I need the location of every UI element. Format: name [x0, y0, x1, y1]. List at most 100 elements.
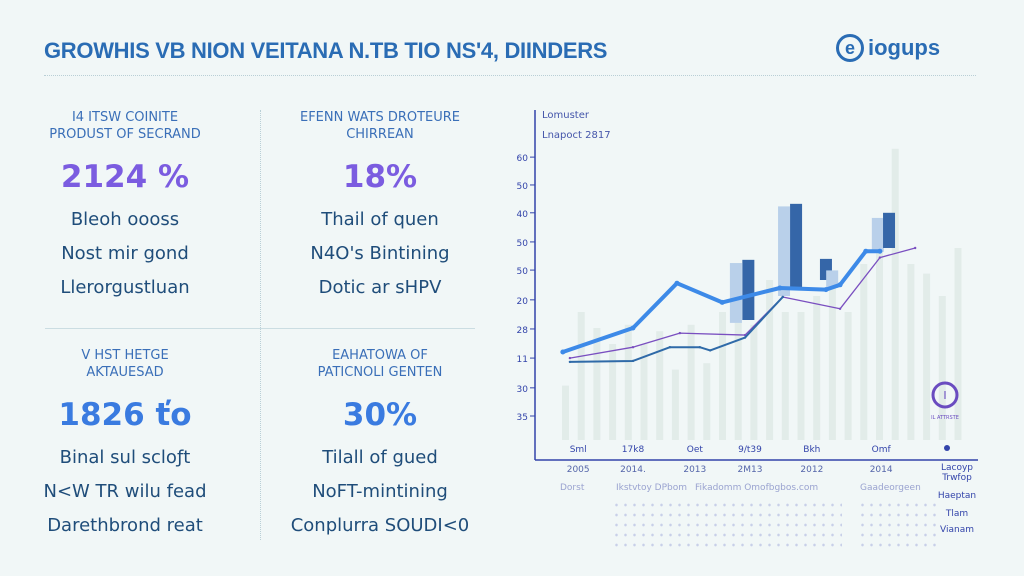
- point-purple: [678, 331, 682, 335]
- background-bar: [876, 248, 883, 440]
- point-teal: [668, 346, 672, 349]
- legend-item: Vianam: [940, 525, 974, 535]
- point-main: [630, 325, 636, 331]
- background-bar: [844, 312, 852, 440]
- y-tick-label: 60: [517, 154, 529, 164]
- bar-5: [826, 270, 839, 288]
- stat-line: NoFT-mintining: [312, 481, 448, 502]
- point-main: [777, 285, 783, 291]
- point-main: [560, 349, 566, 355]
- background-bar: [781, 312, 789, 440]
- background-bar: [828, 273, 836, 440]
- badge-text: IL ATTRSTE: [931, 415, 959, 421]
- x-year-label: 2013: [683, 465, 706, 475]
- bar-0: [729, 263, 742, 323]
- stat-value: 1826 ťo: [58, 397, 192, 433]
- stat-value: 30%: [342, 397, 418, 433]
- point-main: [863, 248, 869, 254]
- x-tick-label: Sml: [570, 445, 587, 455]
- brand-logo: e iogups: [836, 34, 940, 62]
- bar-7: [883, 212, 896, 248]
- point-teal: [781, 295, 784, 299]
- stat-header: I4 ITSW COINITE: [71, 110, 179, 125]
- svg-text:I: I: [943, 389, 946, 402]
- stat-header: EAHATOWA OF: [332, 348, 428, 363]
- y-tick-label: 50: [517, 239, 529, 249]
- background-bar: [719, 312, 726, 440]
- stat-line: Darethbrond reat: [47, 515, 203, 536]
- point-main: [877, 248, 883, 254]
- stat-line: Dotic ar sHPV: [318, 277, 442, 298]
- axis-end-dot: [944, 445, 950, 451]
- legend-item: Haeptan: [937, 491, 977, 501]
- page-title: GROWHIS VB NION VEITANA N.TB TIO NS'4, D…: [44, 38, 608, 63]
- x-year-label: 2M13: [738, 465, 763, 475]
- background-bar: [954, 248, 962, 440]
- background-bar: [813, 296, 821, 440]
- bar-2: [778, 206, 791, 296]
- x-year-label: 2005: [567, 465, 590, 475]
- point-teal: [743, 336, 747, 339]
- y-tick-label: 30: [517, 385, 529, 395]
- stat-line: Llerorgustluan: [60, 277, 190, 298]
- point-main: [823, 287, 829, 293]
- row-divider: [45, 328, 475, 329]
- stat-line: N4O's Bintining: [310, 243, 450, 264]
- footer-dot-grid: [612, 500, 842, 550]
- background-bar: [687, 324, 695, 440]
- stat-line: Bleoh oooss: [70, 209, 180, 230]
- background-bar: [640, 344, 648, 440]
- point-purple: [878, 256, 882, 259]
- stat-header: EFENN WATS DROTEURE: [299, 110, 461, 125]
- background-bar: [923, 273, 931, 440]
- background-bar: [750, 324, 758, 440]
- header-divider: [44, 75, 976, 76]
- stat-line: Thail of quen: [321, 209, 439, 230]
- stat-header: V HST HETGE: [81, 348, 169, 363]
- badge-logo-icon: I IL ATTRSTE: [931, 381, 959, 421]
- line-chart: 60 50 40 50 50 20 28 11 30 35 Sml 17k8 Oet 9/t39 Bkh Om…: [517, 110, 978, 475]
- background-bar: [766, 280, 774, 440]
- stat-header: CHIRREAN: [346, 127, 414, 142]
- chart-title: Lomuster: [542, 110, 590, 121]
- point-purple: [568, 356, 572, 360]
- chart-subtitle: Lnapoct 2817: [542, 130, 611, 141]
- stat-line: Tilall of gued: [322, 447, 438, 468]
- stat-header: PATICNOLI GENTEN: [317, 365, 443, 380]
- point-main: [674, 280, 680, 286]
- point-purple: [631, 346, 635, 349]
- point-purple: [913, 246, 917, 250]
- x-year-label: 2014.: [620, 465, 646, 475]
- stat-line: Conplurra SOUDI<0: [290, 515, 470, 536]
- point-teal: [698, 346, 701, 349]
- background-bar: [907, 264, 915, 440]
- column-divider: [260, 110, 261, 540]
- stat-line: Binal sul scloƒt: [59, 447, 191, 468]
- background-bar: [624, 324, 632, 440]
- background-bar: [593, 328, 601, 440]
- x-year-label: 2012: [800, 465, 823, 475]
- background-bar: [860, 264, 868, 440]
- x-tick-label: 9/t39: [738, 445, 762, 455]
- background-bar: [734, 296, 742, 440]
- background-bar: [609, 344, 617, 440]
- background-bar: [891, 148, 899, 441]
- background-bar: [577, 312, 585, 440]
- point-main: [837, 282, 843, 288]
- point-teal: [568, 360, 572, 364]
- x-tick-label: Oet: [687, 445, 704, 455]
- stat-card: EAHATOWA OF PATICNOLI GENTEN 30% Tilall …: [260, 347, 500, 543]
- footer-dot-grid: [858, 500, 938, 550]
- x-tick-label: Omf: [872, 445, 892, 455]
- stat-card: I4 ITSW COINITE PRODUST OF SECRAND 2124 …: [5, 109, 245, 305]
- bar-1: [742, 259, 755, 320]
- stat-value: 2124 %: [60, 159, 190, 195]
- x-tick-label: Bkh: [803, 445, 820, 455]
- y-tick-label: 50: [517, 267, 529, 277]
- background-bar: [703, 363, 711, 440]
- point-teal: [631, 359, 635, 363]
- background-bar: [938, 296, 946, 440]
- stat-line: Nost mir gond: [61, 243, 189, 264]
- legend-item: Lacoyp Trwfop: [940, 463, 974, 483]
- y-tick-label: 11: [517, 355, 528, 365]
